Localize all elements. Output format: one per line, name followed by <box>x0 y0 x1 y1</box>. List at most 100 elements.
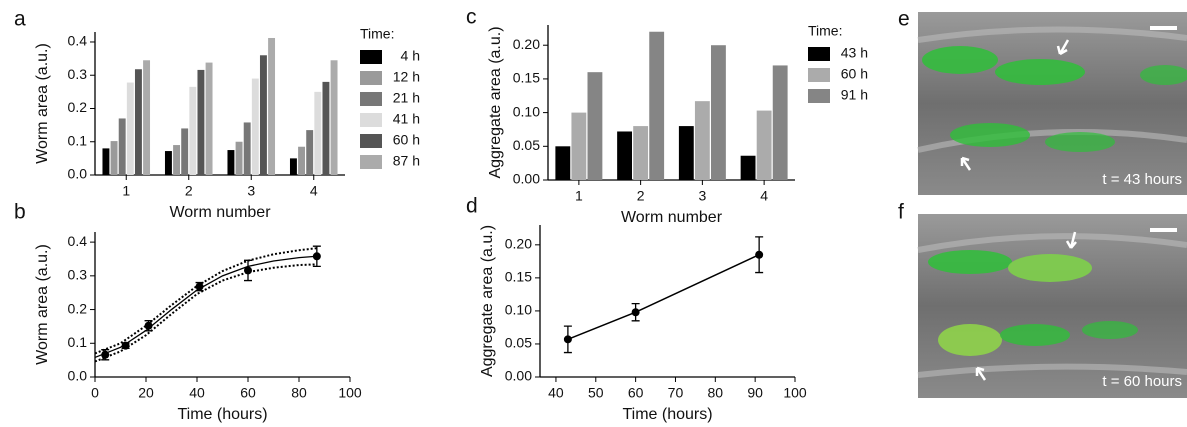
panel-letter: b <box>14 201 26 224</box>
bar <box>298 146 306 175</box>
y-axis-label: Worm area (a.u.) <box>34 43 51 164</box>
bar <box>289 158 297 175</box>
x-tick-label: 40 <box>548 385 564 401</box>
confidence-band <box>94 247 317 355</box>
aggregate <box>922 46 998 74</box>
x-tick-label: 0 <box>91 385 99 401</box>
x-tick-label: 4 <box>310 183 318 199</box>
legend-swatch <box>360 92 382 106</box>
legend-swatch <box>360 113 382 127</box>
y-tick-label: 0.1 <box>68 334 88 350</box>
x-axis-label: Worm number <box>621 209 723 226</box>
bar <box>555 146 571 180</box>
x-tick-label: 80 <box>291 385 307 401</box>
panel-letter: a <box>14 8 26 31</box>
legend-label: 87 h <box>393 153 420 169</box>
point <box>195 282 204 291</box>
arrow <box>960 39 1070 171</box>
worm-edge <box>917 26 1187 153</box>
panel-letter: e <box>898 8 910 31</box>
bar <box>181 128 189 175</box>
y-tick-label: 0.10 <box>505 302 532 318</box>
y-tick-label: 0.05 <box>505 335 532 351</box>
x-tick-label: 100 <box>783 385 807 401</box>
x-tick-label: 3 <box>247 183 255 199</box>
y-tick-label: 0.00 <box>513 171 540 187</box>
x-tick-label: 3 <box>698 188 706 204</box>
legend-label: 21 h <box>393 90 420 106</box>
bar <box>756 110 772 180</box>
legend-title: Time: <box>360 26 394 42</box>
y-tick-label: 0.3 <box>68 267 88 283</box>
caption: t = 43 hours <box>1102 171 1182 188</box>
aggregate <box>938 324 1002 356</box>
x-tick-label: 50 <box>588 385 604 401</box>
bar <box>164 151 172 175</box>
bar <box>243 122 251 175</box>
x-tick-label: 60 <box>240 385 256 401</box>
image-panel-f: f t = 60 hours <box>898 201 1187 398</box>
y-tick-label: 0.3 <box>68 66 88 82</box>
bar <box>740 155 756 180</box>
y-tick-label: 0.0 <box>68 166 88 182</box>
bar <box>571 112 587 180</box>
legend-label: 60 h <box>393 132 420 148</box>
bar <box>314 91 322 175</box>
y-tick-label: 0.2 <box>68 99 88 115</box>
x-axis-label: Time (hours) <box>177 406 267 423</box>
y-tick-label: 0.10 <box>513 103 540 119</box>
y-tick-label: 0.4 <box>68 233 88 249</box>
panel-letter: d <box>466 195 478 218</box>
worm-edge <box>917 233 1187 378</box>
point <box>563 335 572 344</box>
legend-label: 60 h <box>841 66 868 82</box>
point <box>244 266 252 275</box>
y-tick-label: 0.20 <box>505 236 532 252</box>
point <box>631 308 640 317</box>
legend-label: 41 h <box>393 111 420 127</box>
y-tick-label: 0.1 <box>68 132 88 148</box>
panel-letter: f <box>898 201 904 224</box>
legend-label: 4 h <box>401 48 420 64</box>
bar <box>118 118 126 175</box>
aggregate <box>1000 324 1070 346</box>
legend-swatch <box>360 71 382 85</box>
bar <box>633 126 649 180</box>
x-tick-label: 80 <box>708 385 724 401</box>
bar <box>322 81 330 175</box>
x-tick-label: 2 <box>637 188 645 204</box>
legend-swatch <box>808 68 830 82</box>
bar <box>678 126 694 180</box>
data-line <box>567 254 760 341</box>
bar <box>306 130 314 175</box>
bar <box>134 69 142 175</box>
x-tick-label: 1 <box>575 188 583 204</box>
bar <box>227 150 235 175</box>
bar <box>143 60 151 175</box>
aggregate <box>950 123 1030 147</box>
x-axis-label: Worm number <box>169 204 271 221</box>
point <box>121 341 130 350</box>
panel-letter: c <box>466 6 477 29</box>
point <box>312 252 321 261</box>
bar <box>587 72 603 180</box>
aggregate <box>1008 254 1092 282</box>
legend-swatch <box>360 50 382 64</box>
y-tick-label: 0.4 <box>68 33 88 49</box>
x-axis-label: Time (hours) <box>622 406 712 423</box>
y-tick-label: 0.00 <box>505 368 532 384</box>
point <box>101 350 110 359</box>
aggregate <box>928 250 1012 274</box>
bar <box>251 78 259 175</box>
y-axis-label: Aggregate area (a.u.) <box>487 26 504 178</box>
legend-title: Time: <box>808 23 842 39</box>
bar <box>197 69 205 175</box>
caption: t = 60 hours <box>1102 373 1182 390</box>
bar <box>649 31 665 180</box>
bar <box>173 145 181 175</box>
bar <box>102 148 110 175</box>
y-tick-label: 0.15 <box>513 70 540 86</box>
y-tick-label: 0.15 <box>505 269 532 285</box>
